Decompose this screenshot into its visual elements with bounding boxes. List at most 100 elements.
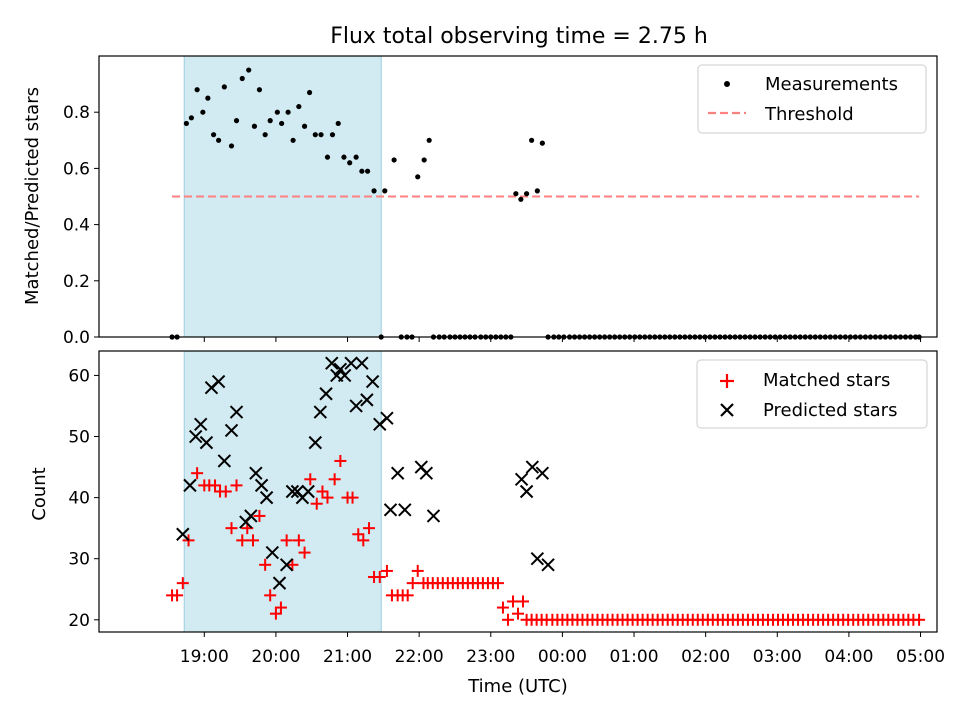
predicted-star-point: [426, 509, 441, 523]
matched-star-point: [334, 454, 347, 467]
matched-star-point: [176, 577, 189, 590]
bottom-panel: 20 30 40 50 60 19:00 20:00 21:00 22:00 23:00 00:0…: [29, 350, 945, 697]
bottom-x-tick-label: 04:00: [824, 647, 873, 667]
predicted-star-point: [525, 460, 540, 474]
matched-star-point: [225, 522, 238, 535]
predicted-star-point: [519, 484, 534, 499]
matched-star-point: [264, 589, 277, 602]
predicted-star-point: [349, 399, 363, 413]
predicted-star-point: [224, 423, 239, 438]
measurement-point: [205, 95, 211, 101]
predicted-star-point: [211, 374, 226, 389]
measurement-point: [329, 132, 336, 138]
predicted-star-point: [188, 429, 203, 444]
predicted-star-point: [383, 503, 398, 517]
bottom-x-tick-label: 20:00: [251, 647, 300, 667]
matched-star-point: [246, 534, 259, 547]
measurement-point: [279, 120, 285, 127]
predicted-star-point: [254, 478, 269, 493]
matched-star-point: [506, 595, 519, 608]
measurement-point: [518, 196, 524, 202]
measurement-point: [221, 84, 227, 90]
top-y-tick-label: 0.6: [63, 159, 90, 179]
matched-star-point: [171, 589, 184, 602]
measurement-point: [529, 137, 535, 143]
bottom-legend: Matched stars Predicted stars: [696, 359, 928, 429]
matched-star-point: [373, 571, 386, 584]
top-axes-frame: [98, 55, 938, 338]
predicted-star-point: [313, 405, 328, 419]
top-y-tick-label: 0.2: [63, 272, 90, 292]
measurement-point: [421, 157, 427, 163]
measurement-point: [183, 120, 189, 127]
predicted-star-point: [333, 362, 348, 377]
predicted-star-point: [390, 466, 405, 480]
measurement-point: [347, 160, 353, 166]
measurement-point: [290, 137, 296, 143]
bottom-y-tick-label: 50: [68, 428, 90, 448]
matched-star-point: [357, 534, 370, 547]
predicted-star-point: [355, 356, 369, 370]
legend-predicted-marker: [720, 403, 734, 417]
top-y-tick-label: 0.4: [63, 216, 90, 236]
bottom-highlight-span: [183, 350, 382, 633]
bottom-y-axis-label: Count: [29, 467, 50, 520]
measurement-point: [285, 109, 291, 115]
measurement-point: [246, 67, 252, 73]
matched-star-point: [310, 497, 323, 510]
legend-measurements-marker: [724, 81, 730, 87]
predicted-star-point: [319, 387, 333, 401]
predicted-star-point: [308, 435, 323, 450]
matched-star-point: [491, 577, 504, 590]
predicted-star-point: [183, 478, 197, 493]
matched-star-point: [406, 577, 419, 590]
chart-title: Flux total observing time = 2.75 h: [330, 24, 708, 49]
bottom-x-axis: 19:00 20:00 21:00 22:00 23:00 00:00 01:00 02:00…: [180, 632, 945, 667]
matched-star-point: [230, 479, 243, 492]
matched-star-point: [298, 546, 311, 559]
matched-star-point: [253, 509, 266, 522]
matched-star-point: [328, 473, 341, 486]
measurement-point: [359, 168, 365, 174]
top-y-tick-label: 0.0: [63, 328, 90, 348]
measurement-point: [228, 143, 235, 149]
bottom-y-tick-label: 20: [68, 611, 90, 631]
predicted-star-point: [301, 484, 315, 499]
matched-star-point: [512, 607, 524, 620]
top-x-ticks: [203, 337, 922, 342]
matched-star-point: [496, 601, 509, 614]
measurement-point: [301, 123, 308, 129]
top-legend-box: [697, 64, 927, 134]
predicted-star-point: [265, 545, 280, 560]
measurement-point: [391, 157, 397, 163]
predicted-star-point: [244, 509, 258, 523]
predicted-star-point: [279, 558, 294, 572]
bottom-x-tick-label: 05:00: [896, 647, 945, 667]
predicted-star-point: [325, 356, 339, 370]
bottom-x-axis-label: Time (UTC): [467, 676, 568, 697]
predicted-star-point: [360, 393, 374, 407]
predicted-star-point: [380, 411, 394, 425]
predicted-star-point: [344, 356, 358, 370]
top-y-tick-label: 0.8: [63, 103, 90, 123]
predicted-star-point: [272, 576, 287, 590]
measurement-point: [239, 75, 245, 82]
measurement-point: [382, 188, 388, 194]
legend-threshold-label: Threshold: [764, 104, 854, 125]
bottom-axes-frame: [98, 350, 938, 633]
predicted-star-point: [199, 435, 214, 450]
matched-star-point: [286, 558, 299, 571]
predicted-star-point: [541, 558, 555, 572]
matched-star-point: [316, 485, 329, 498]
measurement-point: [216, 137, 222, 143]
measurement-point: [335, 120, 341, 127]
measurement-point: [364, 168, 371, 174]
measurement-point: [523, 191, 530, 197]
predicted-star-point: [535, 466, 550, 480]
top-legend: Measurements Threshold: [697, 64, 927, 134]
predicted-star-point: [217, 454, 232, 468]
predicted-star-point: [514, 472, 529, 486]
matched-star-point: [191, 467, 204, 480]
bottom-y-tick-label: 40: [68, 489, 90, 509]
